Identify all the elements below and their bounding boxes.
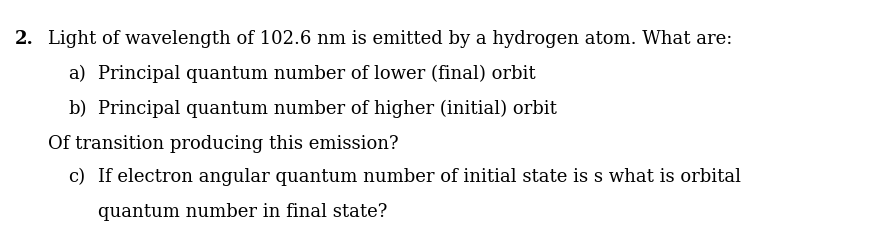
Text: Principal quantum number of lower (final) orbit: Principal quantum number of lower (final… bbox=[98, 65, 536, 83]
Text: 2.: 2. bbox=[15, 30, 33, 48]
Text: Light of wavelength of 102.6 nm is emitted by a hydrogen atom. What are:: Light of wavelength of 102.6 nm is emitt… bbox=[48, 30, 732, 48]
Text: c): c) bbox=[68, 168, 85, 186]
Text: a): a) bbox=[68, 65, 85, 83]
Text: If electron angular quantum number of initial state is s what is orbital: If electron angular quantum number of in… bbox=[98, 168, 741, 186]
Text: b): b) bbox=[68, 100, 86, 118]
Text: quantum number in final state?: quantum number in final state? bbox=[98, 203, 387, 221]
Text: Principal quantum number of higher (initial) orbit: Principal quantum number of higher (init… bbox=[98, 100, 557, 118]
Text: Of transition producing this emission?: Of transition producing this emission? bbox=[48, 135, 399, 153]
